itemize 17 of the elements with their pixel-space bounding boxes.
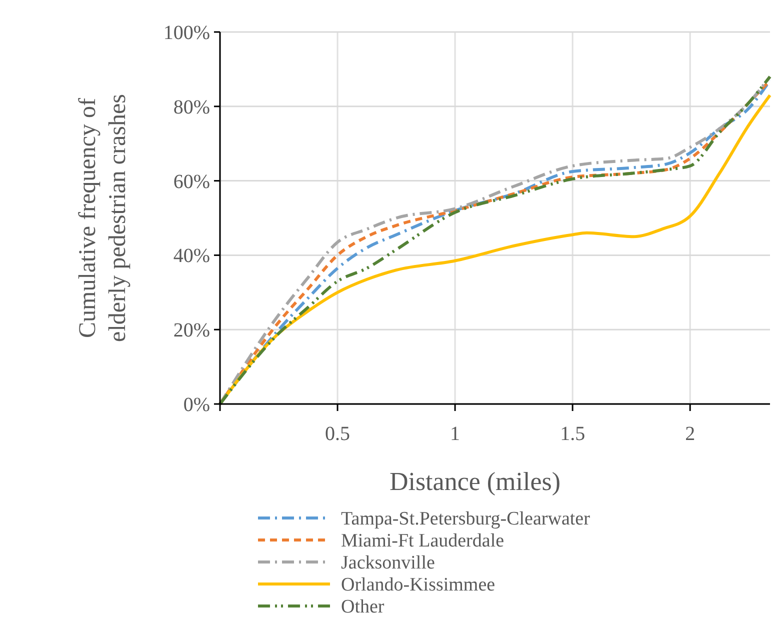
legend-label: Miami-Ft Lauderdale [341,530,504,552]
legend-label: Jacksonville [341,552,435,574]
y-tick-label: 40% [173,245,210,268]
y-axis-title: Cumulative frequency of elderly pedestrian crashes [75,94,131,342]
x-axis-title: Distance (miles) [389,467,561,496]
y-tick-label: 60% [173,170,210,193]
y-tick-label: 0% [183,394,210,416]
legend-label: Other [341,596,385,618]
legend-label: Tampa-St.Petersburg-Clearwater [341,508,591,530]
x-tick-label: 1.5 [560,423,586,445]
x-tick-label: 0.5 [325,423,350,445]
y-tick-label: 20% [173,320,210,342]
x-tick-label: 1 [450,423,460,445]
y-tick-label: 80% [173,96,210,118]
legend-label: Orlando-Kissimmee [341,574,496,596]
y-tick-label: 100% [163,22,210,44]
x-tick-label: 2 [685,423,696,445]
